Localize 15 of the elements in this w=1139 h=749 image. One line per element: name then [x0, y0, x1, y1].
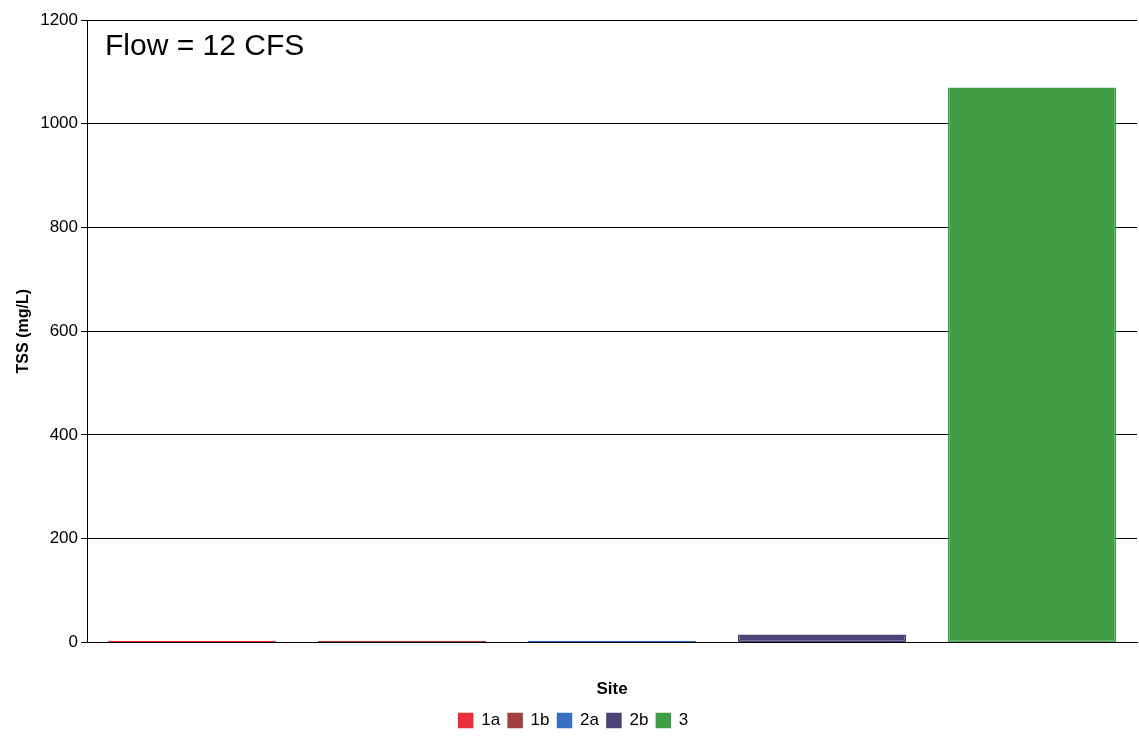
y-tick-label: 200 [49, 528, 79, 548]
legend-label: 2b [629, 710, 649, 730]
legend-label: 2a [580, 710, 600, 730]
legend-label: 1b [530, 710, 550, 730]
y-tick-label: 400 [49, 424, 79, 444]
x-axis-title: Site [596, 679, 628, 699]
y-axis-title: TSS (mg/L) [14, 288, 32, 374]
chart-title: Flow = 12 CFS [105, 28, 305, 62]
y-tick-label: 1200 [40, 9, 79, 29]
y-tick-label: 0 [68, 632, 79, 652]
y-tick-label: 1000 [40, 113, 79, 133]
y-tick-label: 600 [49, 320, 79, 340]
y-tick-label: 800 [49, 217, 79, 237]
legend-label: 1a [481, 710, 501, 730]
legend-label: 3 [678, 710, 689, 730]
